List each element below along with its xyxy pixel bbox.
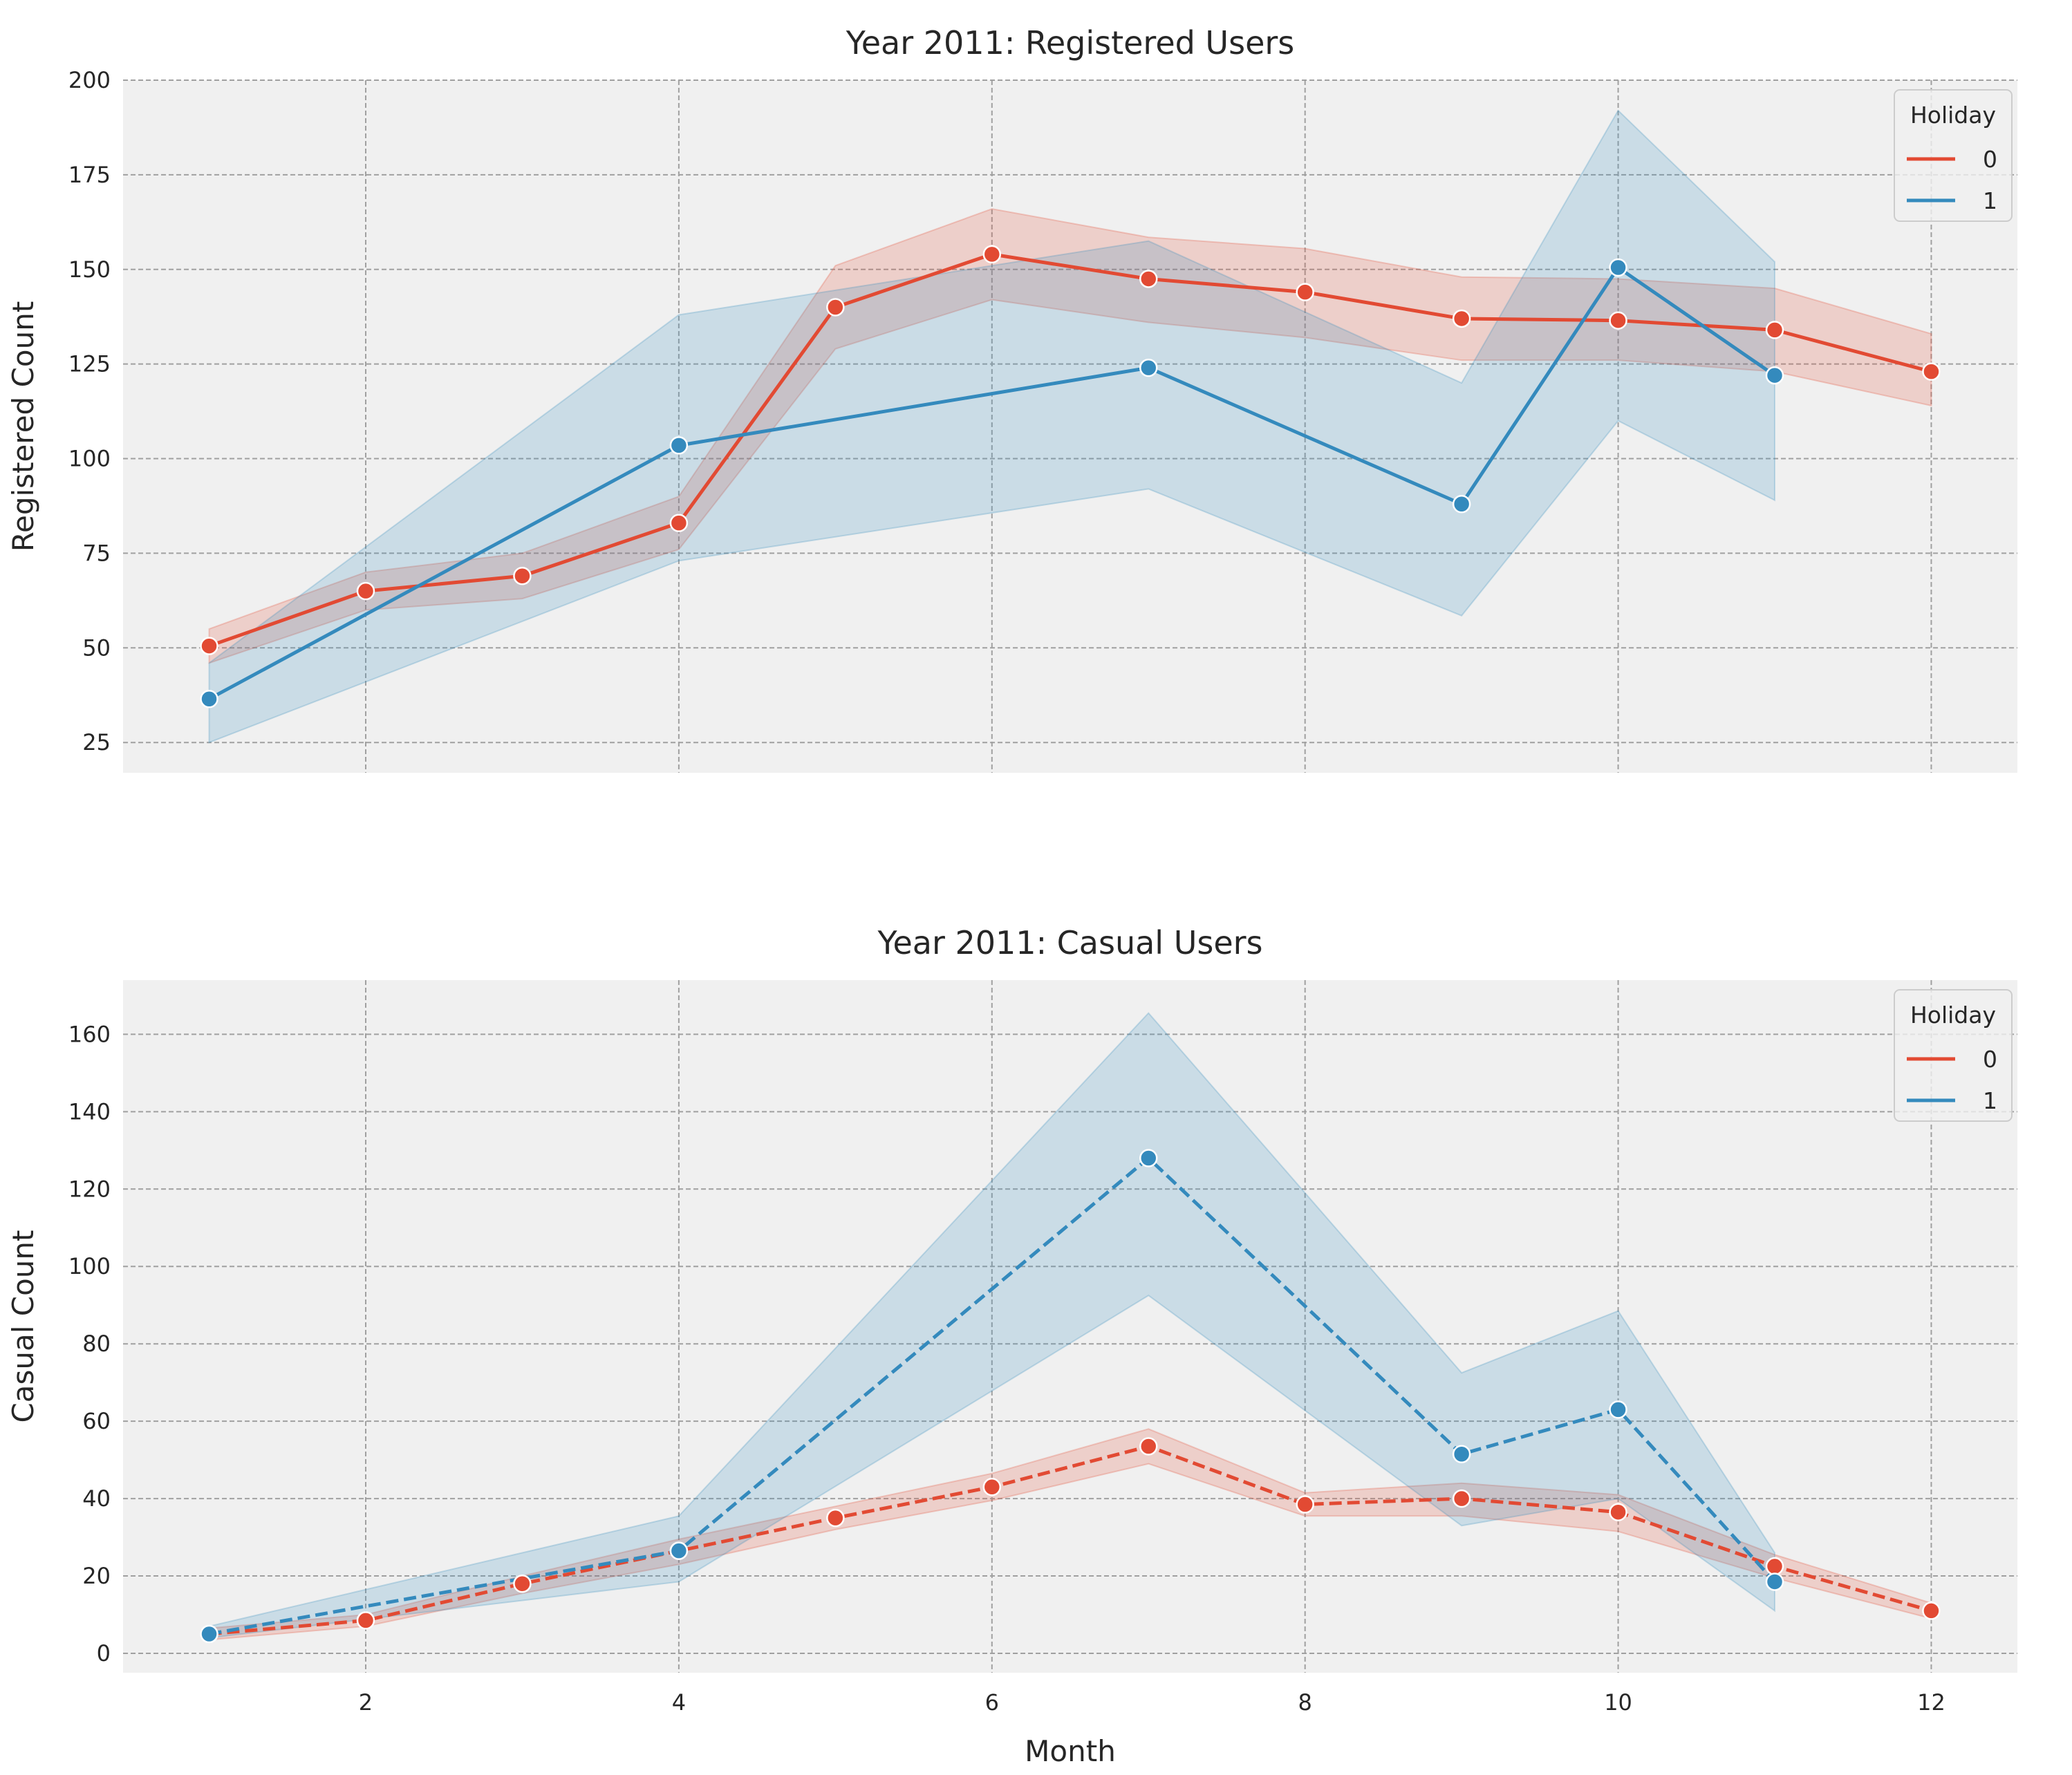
legend-label-holiday-0: 0 bbox=[1983, 1046, 1997, 1073]
y-tick-label: 0 bbox=[97, 1640, 111, 1666]
data-point-holiday-0 bbox=[1452, 309, 1471, 328]
series-markers bbox=[200, 1149, 1941, 1644]
y-tick-label: 150 bbox=[68, 256, 111, 283]
y-tick-label: 175 bbox=[68, 162, 111, 188]
series-line-holiday-1 bbox=[208, 265, 1776, 701]
data-point-holiday-0 bbox=[1452, 1489, 1471, 1508]
x-tick-label: 8 bbox=[1298, 1689, 1312, 1716]
y-tick-label: 120 bbox=[68, 1176, 111, 1202]
data-point-holiday-0 bbox=[1139, 270, 1158, 288]
legend-box bbox=[1894, 89, 2013, 222]
data-point-holiday-1 bbox=[1452, 494, 1471, 514]
y-tick-label: 20 bbox=[82, 1563, 111, 1589]
y-tick-label: 50 bbox=[82, 635, 111, 661]
data-point-holiday-0 bbox=[1296, 1495, 1314, 1514]
data-point-holiday-0 bbox=[826, 1508, 845, 1528]
series-lines bbox=[209, 1156, 1932, 1636]
data-point-holiday-0 bbox=[356, 581, 375, 601]
data-point-holiday-1 bbox=[1609, 1400, 1627, 1419]
y-tick-label: 40 bbox=[82, 1485, 111, 1512]
data-point-holiday-1 bbox=[1609, 258, 1627, 277]
y-tick-label: 125 bbox=[68, 351, 111, 377]
legend-title: Holiday bbox=[1910, 102, 1996, 129]
y-axis-label: Registered Count bbox=[6, 301, 40, 552]
registered-chart: 25 50 75 100 125 150 175 200 Year 2011: Registe… bbox=[6, 24, 2017, 773]
data-point-holiday-1 bbox=[1452, 1445, 1471, 1463]
y-tick-label: 140 bbox=[68, 1098, 111, 1125]
legend: Holiday 0 1 bbox=[1894, 89, 2013, 222]
y-tick-label: 80 bbox=[82, 1331, 111, 1357]
y-tick-label: 60 bbox=[82, 1408, 111, 1434]
y-tick-label: 160 bbox=[68, 1021, 111, 1047]
data-point-holiday-0 bbox=[200, 637, 218, 655]
series-lines bbox=[208, 252, 1932, 701]
data-point-holiday-0 bbox=[982, 1478, 1002, 1496]
legend-label-holiday-1: 1 bbox=[1983, 1087, 1997, 1114]
y-tick-labels: 0 20 40 60 80 100 120 140 160 bbox=[68, 1021, 111, 1666]
data-point-holiday-1 bbox=[1139, 358, 1158, 377]
legend-title: Holiday bbox=[1910, 1002, 1996, 1029]
y-tick-label: 75 bbox=[82, 540, 111, 566]
data-point-holiday-1 bbox=[1139, 1149, 1158, 1167]
x-tick-labels: 2 4 6 8 10 12 bbox=[359, 1689, 1945, 1716]
data-point-holiday-1 bbox=[669, 436, 689, 455]
gridlines bbox=[123, 79, 2017, 773]
data-point-holiday-0 bbox=[669, 514, 689, 532]
plot-area-background bbox=[123, 980, 2017, 1673]
y-tick-label: 100 bbox=[68, 1253, 111, 1279]
x-tick-label: 4 bbox=[672, 1689, 686, 1716]
confidence-bands bbox=[208, 109, 1932, 744]
data-point-holiday-1 bbox=[1765, 366, 1784, 385]
y-tick-label: 200 bbox=[68, 67, 111, 93]
data-point-holiday-0 bbox=[513, 567, 532, 585]
x-tick-label: 10 bbox=[1604, 1689, 1632, 1716]
y-tick-label: 25 bbox=[82, 729, 111, 755]
data-point-holiday-1 bbox=[200, 689, 218, 708]
x-tick-label: 6 bbox=[985, 1689, 999, 1716]
data-point-holiday-0 bbox=[1765, 321, 1784, 339]
data-point-holiday-0 bbox=[1609, 1503, 1627, 1521]
series-line-holiday-0 bbox=[208, 252, 1932, 648]
data-point-holiday-0 bbox=[1139, 1437, 1158, 1456]
data-point-holiday-0 bbox=[513, 1575, 532, 1593]
chart-title: Year 2011: Registered Users bbox=[846, 24, 1295, 62]
data-point-holiday-0 bbox=[982, 245, 1002, 264]
data-point-holiday-0 bbox=[1765, 1557, 1784, 1576]
data-point-holiday-0 bbox=[1922, 362, 1941, 381]
data-point-holiday-0 bbox=[356, 1611, 375, 1630]
ci-band-holiday-0 bbox=[208, 208, 1932, 664]
series-markers bbox=[200, 245, 1941, 708]
ci-band-holiday-1 bbox=[208, 1012, 1776, 1639]
x-axis-label: Month bbox=[1025, 1734, 1116, 1768]
legend-label-holiday-1: 1 bbox=[1983, 187, 1997, 214]
x-tick-label: 2 bbox=[359, 1689, 373, 1716]
data-point-holiday-1 bbox=[1765, 1572, 1784, 1591]
legend-box bbox=[1894, 989, 2013, 1122]
y-tick-labels: 25 50 75 100 125 150 175 200 bbox=[68, 67, 111, 755]
series-line-holiday-1 bbox=[209, 1156, 1776, 1636]
data-point-holiday-0 bbox=[826, 298, 845, 317]
data-point-holiday-0 bbox=[1296, 283, 1314, 301]
data-point-holiday-0 bbox=[1609, 311, 1627, 330]
y-tick-label: 100 bbox=[68, 446, 111, 472]
ci-band-holiday-1 bbox=[208, 109, 1776, 744]
data-point-holiday-0 bbox=[1922, 1602, 1941, 1620]
y-axis-label: Casual Count bbox=[6, 1230, 40, 1422]
x-tick-label: 12 bbox=[1917, 1689, 1945, 1716]
plot-area-background bbox=[123, 80, 2017, 773]
data-point-holiday-1 bbox=[669, 1541, 689, 1560]
legend-label-holiday-0: 0 bbox=[1983, 146, 1997, 173]
series-line-holiday-0 bbox=[209, 1445, 1932, 1636]
data-point-holiday-1 bbox=[200, 1624, 218, 1644]
gridlines bbox=[123, 980, 2017, 1673]
chart-title: Year 2011: Casual Users bbox=[877, 924, 1262, 961]
legend: Holiday 0 1 bbox=[1894, 989, 2013, 1122]
